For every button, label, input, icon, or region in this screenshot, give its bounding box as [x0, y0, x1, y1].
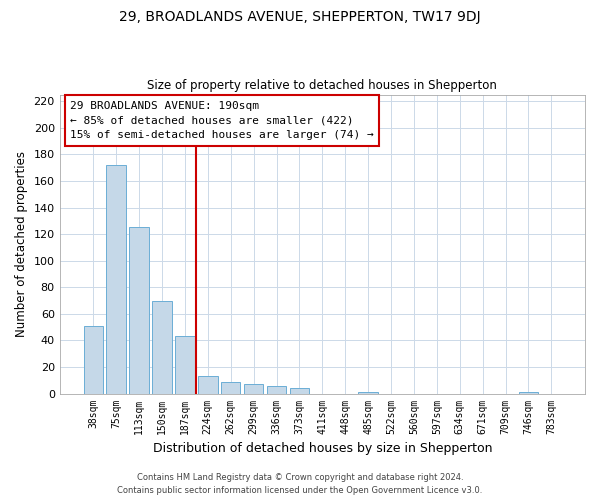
- Bar: [175, 336, 194, 394]
- Bar: [267, 386, 286, 394]
- Bar: [244, 384, 263, 394]
- Bar: [221, 382, 241, 394]
- Title: Size of property relative to detached houses in Shepperton: Size of property relative to detached ho…: [148, 79, 497, 92]
- Text: Contains HM Land Registry data © Crown copyright and database right 2024.
Contai: Contains HM Land Registry data © Crown c…: [118, 474, 482, 495]
- Bar: [152, 300, 172, 394]
- Y-axis label: Number of detached properties: Number of detached properties: [15, 151, 28, 337]
- Bar: [290, 388, 309, 394]
- Bar: [83, 326, 103, 394]
- Bar: [130, 228, 149, 394]
- X-axis label: Distribution of detached houses by size in Shepperton: Distribution of detached houses by size …: [152, 442, 492, 455]
- Bar: [358, 392, 378, 394]
- Bar: [519, 392, 538, 394]
- Text: 29, BROADLANDS AVENUE, SHEPPERTON, TW17 9DJ: 29, BROADLANDS AVENUE, SHEPPERTON, TW17 …: [119, 10, 481, 24]
- Bar: [198, 376, 218, 394]
- Bar: [106, 165, 126, 394]
- Text: 29 BROADLANDS AVENUE: 190sqm
← 85% of detached houses are smaller (422)
15% of s: 29 BROADLANDS AVENUE: 190sqm ← 85% of de…: [70, 100, 374, 140]
